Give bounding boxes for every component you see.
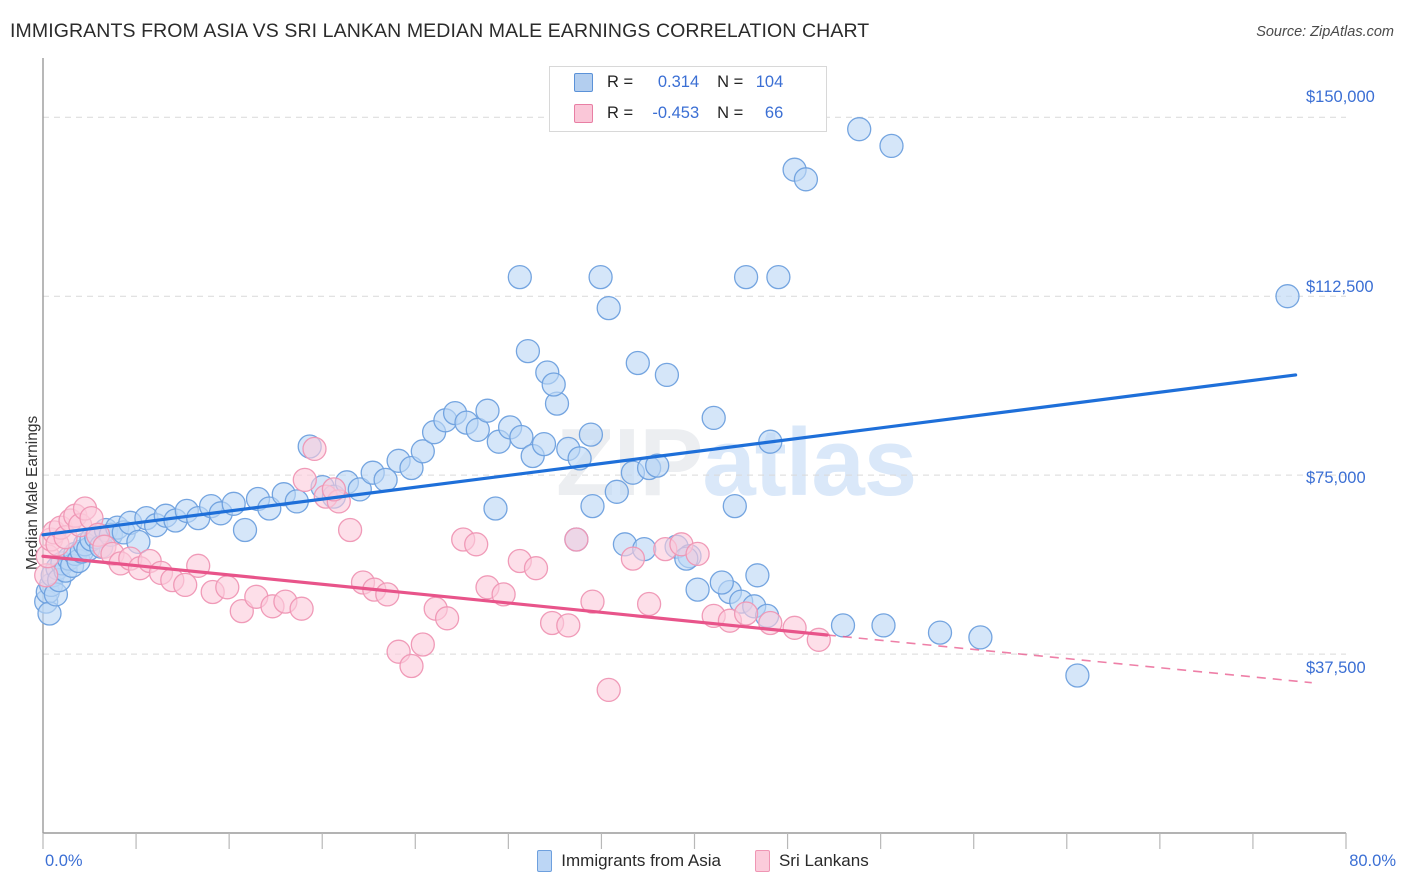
data-point: [399, 653, 424, 679]
data-point: [709, 570, 734, 595]
data-point: [515, 338, 541, 364]
series-swatch-sri-lankans: [574, 104, 593, 123]
data-point: [968, 625, 993, 650]
x-tick-label-max: 80.0%: [1349, 852, 1396, 870]
data-point: [927, 620, 953, 645]
data-point: [654, 362, 680, 388]
data-point: [229, 598, 254, 624]
data-point: [523, 556, 549, 581]
data-point: [685, 541, 710, 567]
data-point: [556, 613, 581, 638]
data-point: [1275, 284, 1300, 309]
data-point: [782, 615, 807, 640]
series-points-sri-lankans: [34, 436, 831, 703]
data-point: [766, 264, 791, 290]
data-point: [399, 455, 424, 481]
data-point: [645, 453, 670, 478]
page-title: IMMIGRANTS FROM ASIA VS SRI LANKAN MEDIA…: [10, 20, 870, 42]
data-point: [292, 467, 317, 493]
data-point: [509, 424, 534, 450]
y-tick-label-150000: $150,000: [1306, 88, 1375, 106]
legend-swatch-sri-lankans: [754, 850, 770, 872]
r-value-blue: 0.314: [657, 73, 700, 91]
data-point: [475, 398, 500, 423]
data-point: [465, 417, 490, 442]
data-point: [701, 405, 726, 431]
stats-row-sri-lankans: R = -0.453 N = 66: [550, 98, 826, 129]
r-label-pink: R =: [607, 104, 634, 122]
correlation-stats-box: R = 0.314 N = 104 R = -0.453 N = 66: [549, 66, 827, 132]
data-point: [871, 613, 896, 638]
chart-legend: Immigrants from Asia Sri Lankans: [0, 850, 1406, 872]
r-value-pink: -0.453: [652, 104, 700, 122]
source-attribution: Source: ZipAtlas.com: [1256, 24, 1394, 40]
data-point: [337, 517, 363, 543]
data-point: [541, 372, 566, 397]
x-tick-label-min: 0.0%: [45, 852, 83, 870]
data-point: [410, 439, 435, 464]
n-label-blue: N =: [717, 73, 744, 91]
data-point: [1065, 663, 1090, 688]
data-point: [830, 613, 856, 638]
data-point: [491, 582, 516, 607]
data-point: [596, 677, 621, 703]
data-point: [580, 493, 605, 519]
series-points-immigrants-from-asia: [34, 117, 1300, 688]
n-value-blue: 104: [755, 73, 784, 91]
data-point: [685, 577, 710, 602]
data-point: [596, 295, 621, 321]
data-point: [620, 546, 646, 571]
y-tick-label-112500: $112,500: [1306, 278, 1374, 296]
data-point: [879, 133, 904, 159]
data-point: [434, 606, 460, 631]
data-point: [636, 591, 662, 617]
trendline-sri-lankans-projection: [826, 634, 1312, 684]
data-point: [745, 563, 770, 588]
y-tick-label-75000: $75,000: [1306, 469, 1366, 487]
data-point: [302, 436, 327, 462]
data-point: [173, 572, 198, 598]
series-swatch-immigrants-from-asia: [574, 73, 593, 92]
data-point: [806, 627, 831, 652]
trendline-sri-lankans: [41, 554, 829, 637]
data-point: [531, 431, 557, 457]
data-point: [722, 493, 747, 519]
legend-label-immigrants-from-asia: Immigrants from Asia: [561, 851, 721, 870]
y-tick-label-37500: $37,500: [1306, 659, 1366, 677]
data-point: [464, 532, 489, 557]
legend-label-sri-lankans: Sri Lankans: [778, 851, 869, 870]
data-point: [588, 264, 613, 290]
data-point: [625, 350, 650, 376]
data-point: [733, 601, 759, 626]
legend-item-immigrants-from-asia[interactable]: Immigrants from Asia: [537, 850, 721, 872]
r-label-blue: R =: [607, 73, 634, 91]
data-point: [375, 582, 400, 607]
data-point: [604, 479, 629, 504]
n-value-pink: 66: [764, 104, 784, 122]
data-point: [578, 422, 604, 447]
n-label-pink: N =: [717, 104, 744, 122]
data-point: [580, 589, 605, 614]
legend-item-sri-lankans[interactable]: Sri Lankans: [754, 850, 869, 872]
data-point: [215, 575, 240, 600]
data-point: [507, 264, 532, 290]
data-point: [483, 496, 508, 521]
data-point: [733, 264, 759, 290]
data-point: [289, 596, 314, 621]
data-point: [232, 517, 258, 543]
data-point: [410, 632, 435, 657]
data-point: [321, 477, 347, 502]
data-point: [564, 527, 589, 552]
data-point: [793, 167, 819, 192]
trendline-immigrants-from-asia: [41, 373, 1298, 537]
data-point: [847, 117, 872, 142]
legend-swatch-immigrants-from-asia: [537, 850, 553, 872]
stats-row-immigrants-from-asia: R = 0.314 N = 104: [550, 67, 826, 98]
